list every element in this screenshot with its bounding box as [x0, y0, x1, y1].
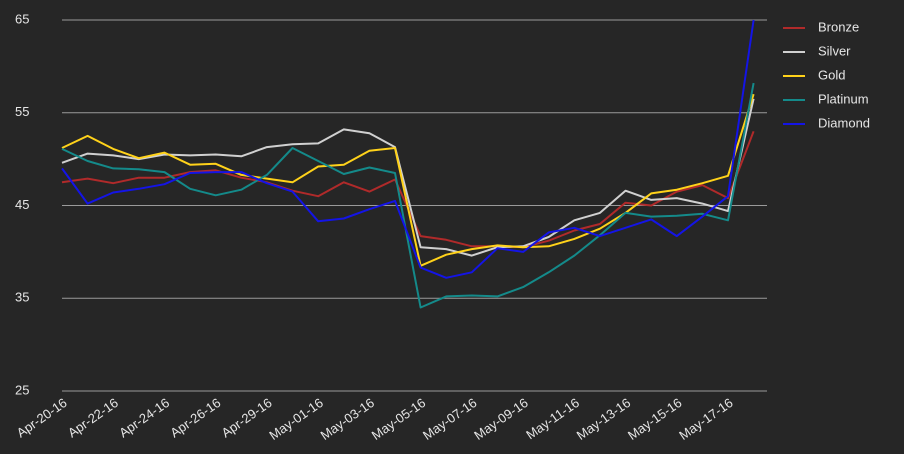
legend-label: Platinum — [818, 91, 869, 106]
series-line — [61, 98, 755, 257]
x-tick-label: Apr-29-16 — [219, 395, 275, 440]
legend-label: Silver — [818, 43, 851, 58]
series-line — [61, 93, 755, 267]
series-line — [61, 130, 755, 249]
y-tick-label: 25 — [15, 382, 29, 397]
y-tick-label: 55 — [15, 104, 29, 119]
y-tick-label: 45 — [15, 197, 29, 212]
legend-label: Gold — [818, 67, 845, 82]
x-tick-label: May-03-16 — [318, 395, 378, 443]
x-tick-label: Apr-22-16 — [65, 395, 121, 440]
series-line — [61, 82, 755, 309]
x-tick-label: May-13-16 — [574, 395, 634, 443]
x-tick-label: Apr-26-16 — [167, 395, 223, 440]
x-tick-label: May-15-16 — [625, 395, 685, 443]
legend-label: Diamond — [818, 115, 870, 130]
x-tick-label: Apr-24-16 — [116, 395, 172, 440]
y-tick-label: 65 — [15, 11, 29, 26]
x-tick-label: May-05-16 — [369, 395, 429, 443]
x-tick-label: May-11-16 — [523, 395, 582, 442]
series-line — [61, 19, 755, 279]
x-tick-label: May-07-16 — [420, 395, 480, 443]
x-tick-label: May-09-16 — [471, 395, 531, 443]
x-tick-label: May-17-16 — [676, 395, 736, 443]
y-tick-label: 35 — [15, 290, 29, 305]
x-tick-label: May-01-16 — [266, 395, 326, 443]
x-tick-label: Apr-20-16 — [14, 395, 70, 440]
legend-label: Bronze — [818, 19, 859, 34]
